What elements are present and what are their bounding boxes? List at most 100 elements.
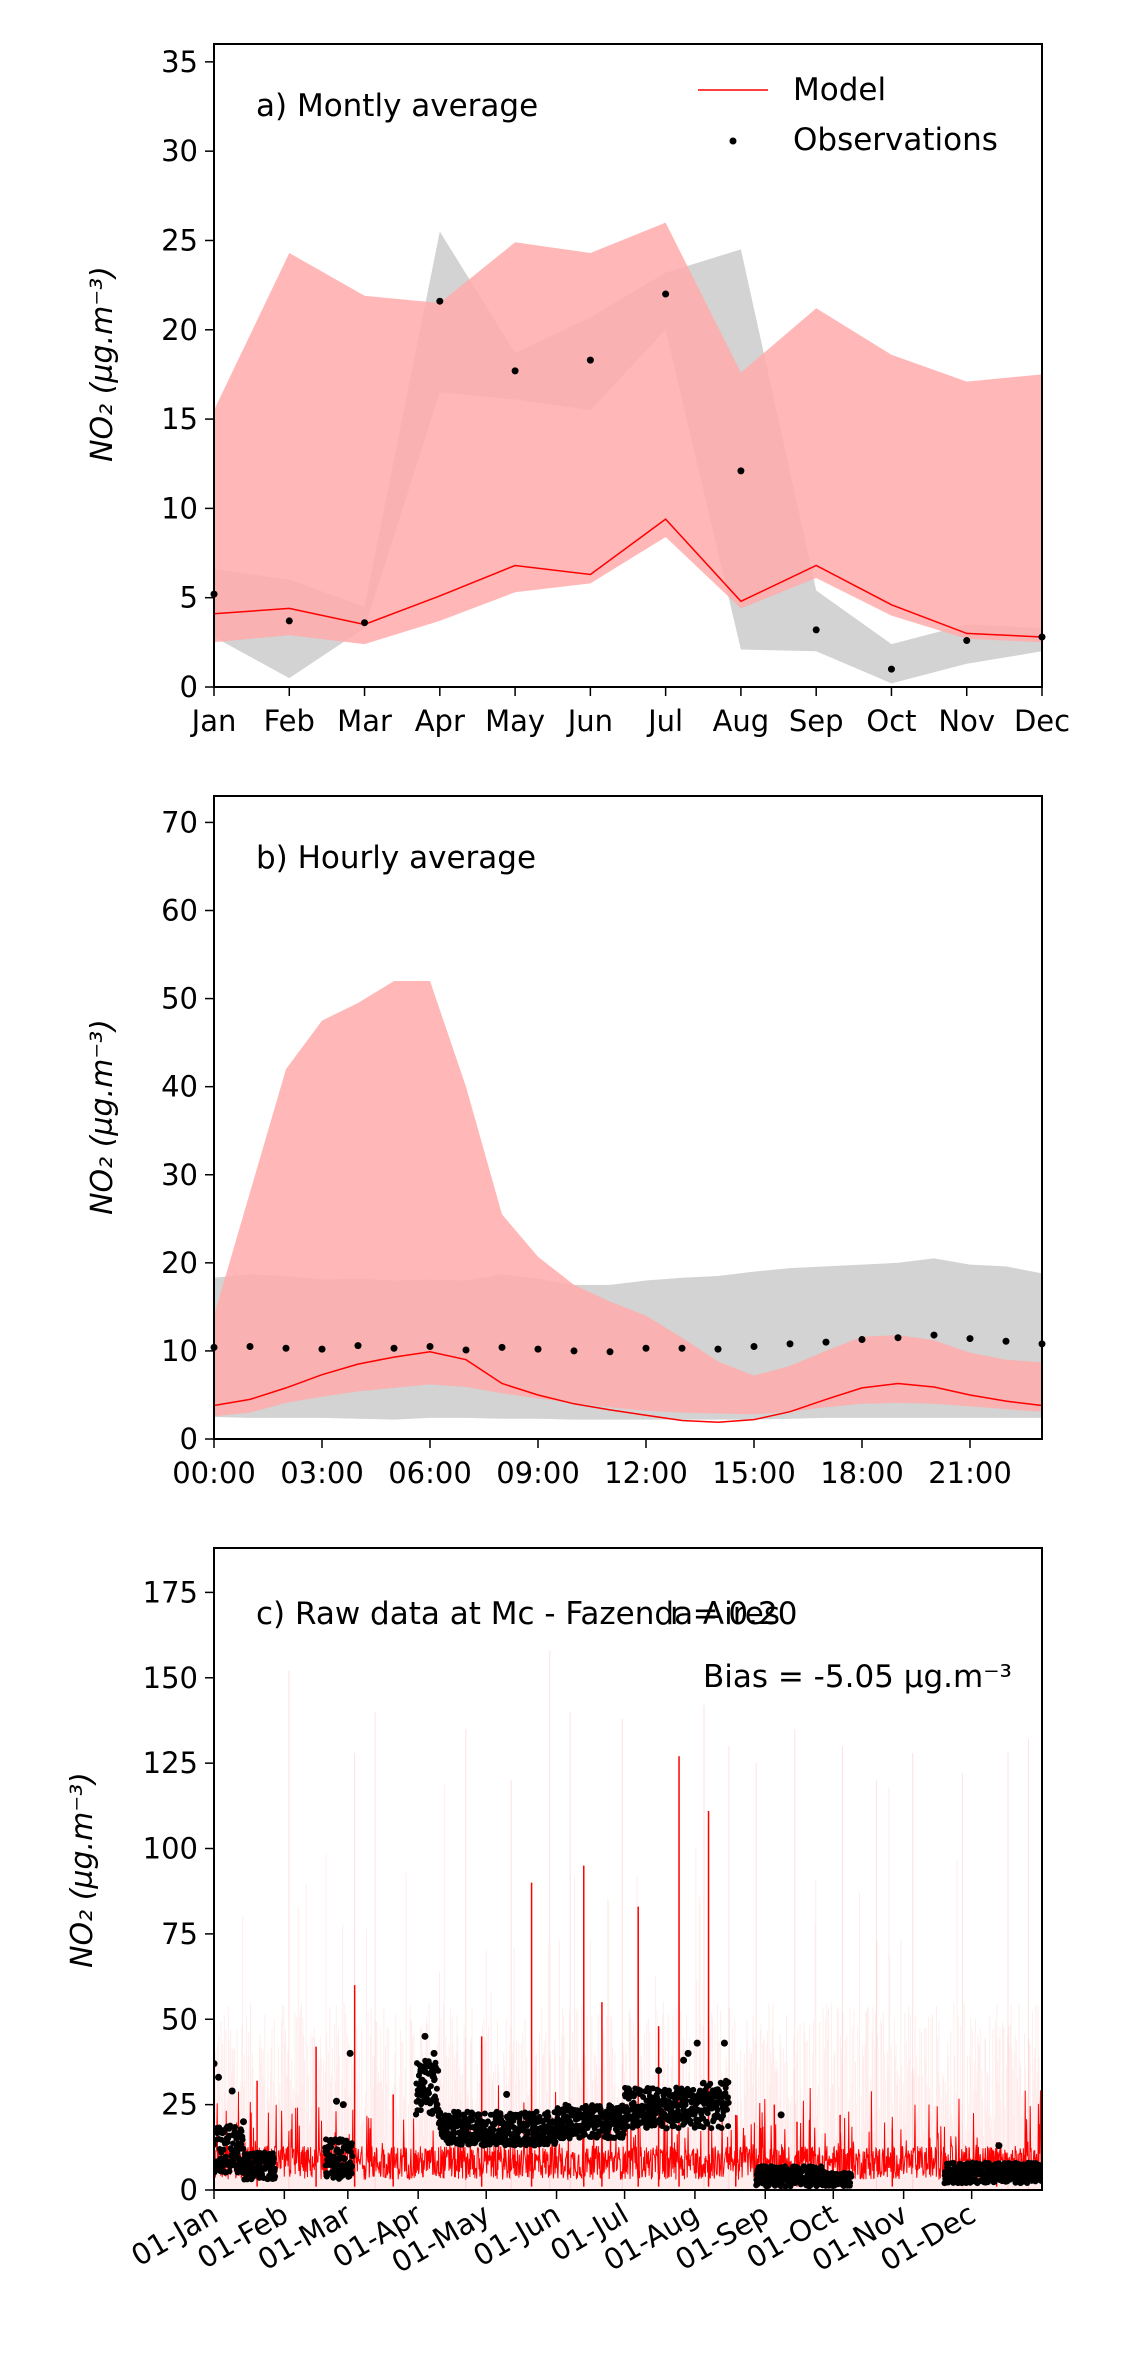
observation-point — [700, 2124, 707, 2131]
model-range-band — [214, 981, 1042, 1417]
observation-point — [432, 2059, 439, 2066]
observation-point — [708, 2125, 715, 2132]
observation-point — [966, 1335, 974, 1343]
observation-point — [476, 2111, 483, 2118]
observation-point — [683, 2097, 690, 2104]
observation-point — [637, 2087, 644, 2094]
panel-b-x-tick-label: 21:00 — [928, 1456, 1012, 1490]
observation-point — [285, 617, 293, 625]
observation-point — [777, 2111, 785, 2119]
observation-point — [349, 2153, 356, 2160]
panel-a-x-tick-label: Oct — [866, 704, 916, 738]
observation-point — [234, 2149, 241, 2156]
observation-point — [484, 2118, 491, 2125]
observation-point — [724, 2106, 730, 2113]
observation-point — [534, 1345, 542, 1353]
observation-point — [694, 2100, 700, 2107]
observation-point — [714, 2106, 721, 2113]
panel-b-y-tick-label: 30 — [161, 1158, 198, 1192]
observation-point — [435, 2067, 442, 2074]
observation-point — [346, 2049, 354, 2057]
observation-point — [490, 2126, 497, 2133]
panel-b-ylabel: NO₂ (µg.m⁻³) — [85, 1019, 120, 1215]
observation-point — [328, 2144, 335, 2151]
observation-point — [545, 2113, 552, 2120]
observation-point — [349, 2163, 356, 2170]
panel-c-plot-frame — [213, 1547, 1043, 2191]
observation-point — [586, 356, 594, 364]
panel-c-y-tick-label: 50 — [161, 2002, 198, 2036]
observation-point — [535, 2118, 542, 2125]
observation-point — [631, 2091, 638, 2098]
observation-point — [630, 2099, 637, 2106]
panel-c-y-tick-label: 175 — [143, 1575, 198, 1609]
panel-a-y-tick-label: 20 — [161, 313, 198, 347]
observation-point — [421, 2079, 428, 2085]
observation-point — [238, 2141, 245, 2148]
observation-point — [271, 2165, 278, 2172]
observation-point — [390, 1344, 398, 1352]
panel-b-x-tick-label: 09:00 — [496, 1456, 580, 1490]
observation-point — [215, 2073, 223, 2081]
panel-a-y-tick-label: 25 — [161, 223, 198, 257]
panel-b-x-tick-label: 06:00 — [388, 1456, 472, 1490]
observation-point — [240, 2145, 247, 2152]
observation-point — [339, 2101, 347, 2109]
observation-point — [737, 467, 745, 475]
observation-point — [431, 2076, 438, 2083]
panel-a-x-tick-label: Jan — [190, 704, 237, 738]
observation-point — [887, 665, 895, 673]
panel-b-y-tick-label: 70 — [161, 805, 198, 839]
observation-point — [675, 2125, 682, 2131]
observation-point — [334, 2161, 341, 2168]
panel-b-x-tick-label: 15:00 — [712, 1456, 796, 1490]
observation-point — [750, 1343, 758, 1351]
observation-point — [348, 2140, 355, 2147]
panel-a-x-tick-label: Jun — [566, 704, 613, 738]
observation-point — [429, 2107, 436, 2114]
observation-point — [718, 2125, 725, 2131]
panel-c-y-tick-label: 0 — [180, 2173, 198, 2207]
observation-point — [239, 2136, 246, 2143]
panel-a-x-tick-label: Nov — [938, 704, 995, 738]
observation-point — [469, 2117, 476, 2123]
observation-point — [552, 2138, 559, 2145]
panel-c-y-tick-label: 25 — [161, 2088, 198, 2122]
observation-point — [524, 2128, 531, 2135]
panel-b-plot-frame — [213, 795, 1043, 1440]
observation-point — [848, 2173, 855, 2180]
observation-point — [725, 2099, 732, 2106]
panel-a-y-tick-label: 30 — [161, 134, 198, 168]
observation-point — [498, 1343, 506, 1351]
observation-point — [433, 2085, 440, 2092]
panel-a-title: a) Montly average — [256, 88, 538, 124]
panel-a-ylabel: NO₂ (µg.m⁻³) — [85, 266, 120, 462]
observation-point — [858, 1335, 866, 1343]
observation-point — [228, 2087, 236, 2095]
observation-point — [570, 1347, 578, 1355]
observation-point — [930, 1331, 938, 1339]
observation-point — [684, 2049, 692, 2057]
panel-a-x-tick-label: Apr — [415, 704, 465, 738]
panel-c-title: c) Raw data at Mc - Fazenda Aires — [256, 1596, 780, 1632]
observation-point — [511, 367, 519, 375]
observation-point — [348, 2170, 355, 2177]
panel-a-y-tick-label: 10 — [161, 491, 198, 525]
panel-a-y-tick-label: 0 — [180, 670, 198, 704]
observation-point — [272, 2173, 279, 2180]
observation-point — [427, 2083, 434, 2090]
observation-point — [688, 2120, 694, 2127]
observation-point — [436, 297, 444, 305]
observation-point — [421, 2032, 429, 2040]
observation-point — [690, 2086, 697, 2093]
legend-model-label: Model — [793, 72, 886, 108]
observation-point — [239, 2118, 247, 2126]
observation-point — [332, 2097, 340, 2105]
panel-a-x-tick-label: Jul — [646, 704, 683, 738]
panel-c-correlation: r = 0.20 — [670, 1596, 797, 1632]
observation-point — [786, 1340, 794, 1348]
observation-point — [222, 2153, 229, 2160]
observation-point — [620, 2131, 627, 2138]
observation-point — [642, 1344, 650, 1352]
observation-point — [725, 2123, 732, 2130]
